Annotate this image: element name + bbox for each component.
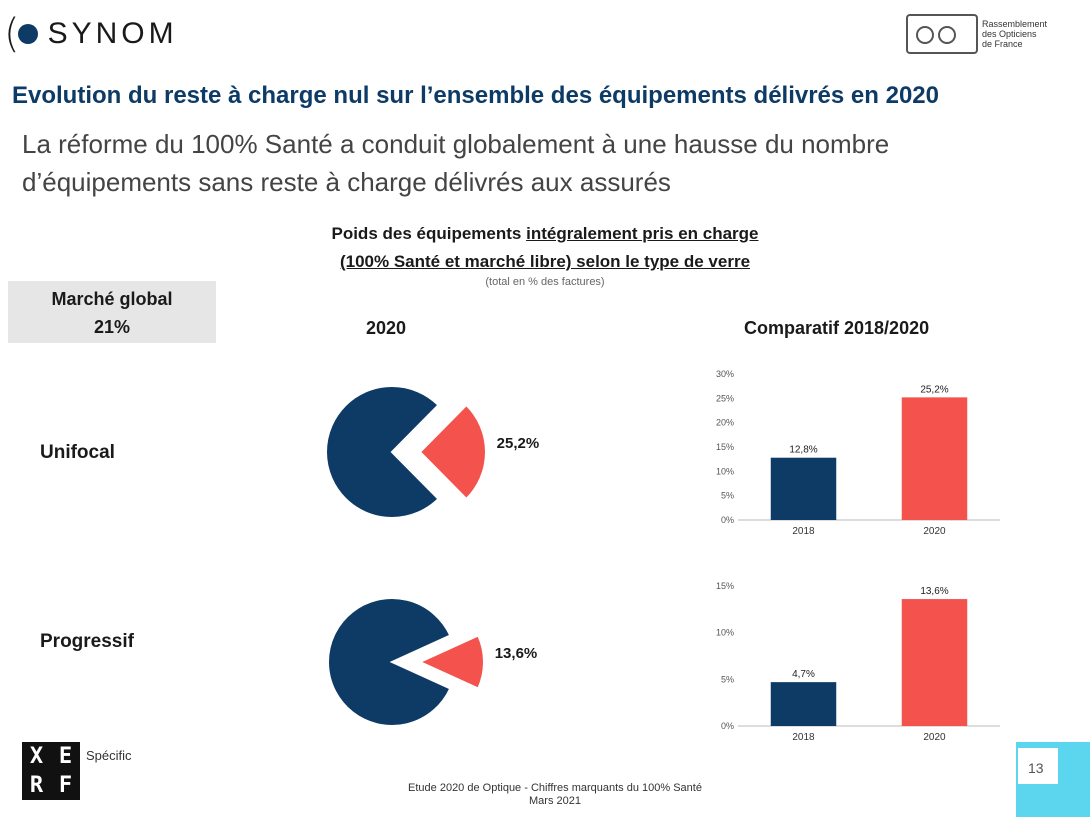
- pie-slice-highlight: [417, 634, 485, 690]
- bar: [770, 457, 837, 520]
- pie-slice-rest: [327, 597, 452, 727]
- pie-slice-highlight: [418, 403, 487, 501]
- pie-data-label: 13,6%: [495, 645, 538, 662]
- y-tick-label: 20%: [716, 418, 734, 428]
- page-title: Evolution du reste à charge nul sur l’en…: [12, 82, 939, 109]
- synom-dot-icon: [17, 24, 38, 44]
- partner-logo-line: des Opticiens: [982, 29, 1037, 39]
- rof-logo-icon: [906, 14, 978, 54]
- global-market-label: Marché global: [51, 289, 173, 309]
- pie-chart-unifocal: 25,2%: [325, 385, 540, 519]
- source-line-1: Etude 2020 de Optique - Chiffres marquan…: [408, 782, 702, 794]
- corner-decoration-inner: [1018, 748, 1058, 784]
- subtitle-line-2: d’équipements sans reste à charge délivr…: [22, 167, 671, 197]
- bar-data-label: 13,6%: [920, 586, 948, 597]
- pie-chart-progressif: 13,6%: [327, 597, 538, 727]
- partner-logo-line: de France: [982, 39, 1023, 49]
- bar-chart-unifocal: 0% 5% 10% 15% 20% 25% 30% 12,8% 2018 25,2% 2020: [716, 369, 1000, 537]
- xerfi-logo: X E R F: [22, 742, 80, 800]
- chart-heading-line2: (100% Santé et marché libre) selon le ty…: [339, 252, 751, 271]
- xerfi-letter: X: [29, 744, 44, 769]
- y-tick-label: 0%: [721, 721, 734, 731]
- page-subtitle: La réforme du 100% Santé a conduit globa…: [22, 125, 1022, 201]
- synom-brand-text: SYNOM: [47, 17, 178, 50]
- pie-data-label: 25,2%: [497, 435, 540, 452]
- bar-data-label: 12,8%: [789, 445, 817, 456]
- chart-heading-underlined: intégralement pris en charge: [526, 224, 759, 243]
- y-tick-label: 0%: [721, 515, 734, 525]
- x-tick-label: 2018: [792, 526, 815, 537]
- x-tick-label: 2018: [792, 732, 815, 743]
- global-market-box: Marché global 21%: [8, 281, 216, 343]
- synom-paren-icon: (: [4, 11, 20, 57]
- y-tick-label: 30%: [716, 369, 734, 379]
- global-market-value: 21%: [93, 317, 131, 337]
- source-note: Etude 2020 de Optique - Chiffres marquan…: [330, 782, 780, 808]
- source-line-2: Mars 2021: [529, 795, 581, 807]
- pie-column-header: 2020: [366, 318, 407, 338]
- subtitle-line-1: La réforme du 100% Santé a conduit globa…: [22, 129, 890, 159]
- bar: [901, 599, 968, 726]
- partner-logo-line: Rassemblement: [982, 19, 1048, 29]
- xerfi-letter: E: [58, 744, 73, 769]
- page-number: 13: [1028, 760, 1044, 776]
- row-label-progressif: Progressif: [40, 631, 134, 652]
- y-tick-label: 10%: [716, 466, 734, 476]
- chart-heading: Poids des équipements intégralement pris…: [260, 220, 830, 276]
- bar: [901, 397, 968, 520]
- xerfi-letter: R: [29, 773, 44, 798]
- y-tick-label: 15%: [716, 581, 734, 591]
- y-tick-label: 5%: [721, 674, 734, 684]
- bar: [770, 682, 837, 726]
- x-tick-label: 2020: [923, 732, 946, 743]
- xerfi-letter: F: [58, 773, 73, 798]
- xerfi-tag: Spécific: [86, 748, 132, 763]
- y-tick-label: 10%: [716, 628, 734, 638]
- partner-logo: Rassemblement des Opticiens de France: [906, 14, 1047, 54]
- y-tick-label: 25%: [716, 393, 734, 403]
- synom-logo: ( SYNOM: [4, 14, 178, 54]
- y-tick-label: 15%: [716, 442, 734, 452]
- y-tick-label: 5%: [721, 491, 734, 501]
- x-tick-label: 2020: [923, 526, 946, 537]
- bar-data-label: 25,2%: [920, 384, 948, 395]
- bar-column-header: Comparatif 2018/2020: [744, 318, 930, 338]
- pie-slice-rest: [325, 385, 440, 519]
- partner-logo-text: Rassemblement des Opticiens de France: [982, 19, 1047, 49]
- chart-heading-prefix: Poids des équipements: [331, 224, 527, 243]
- chart-note: (total en % des factures): [485, 276, 605, 288]
- bar-data-label: 4,7%: [792, 669, 815, 680]
- row-label-unifocal: Unifocal: [40, 442, 115, 463]
- bar-chart-progressif: 0% 5% 10% 15% 4,7% 2018 13,6% 2020: [716, 581, 1000, 743]
